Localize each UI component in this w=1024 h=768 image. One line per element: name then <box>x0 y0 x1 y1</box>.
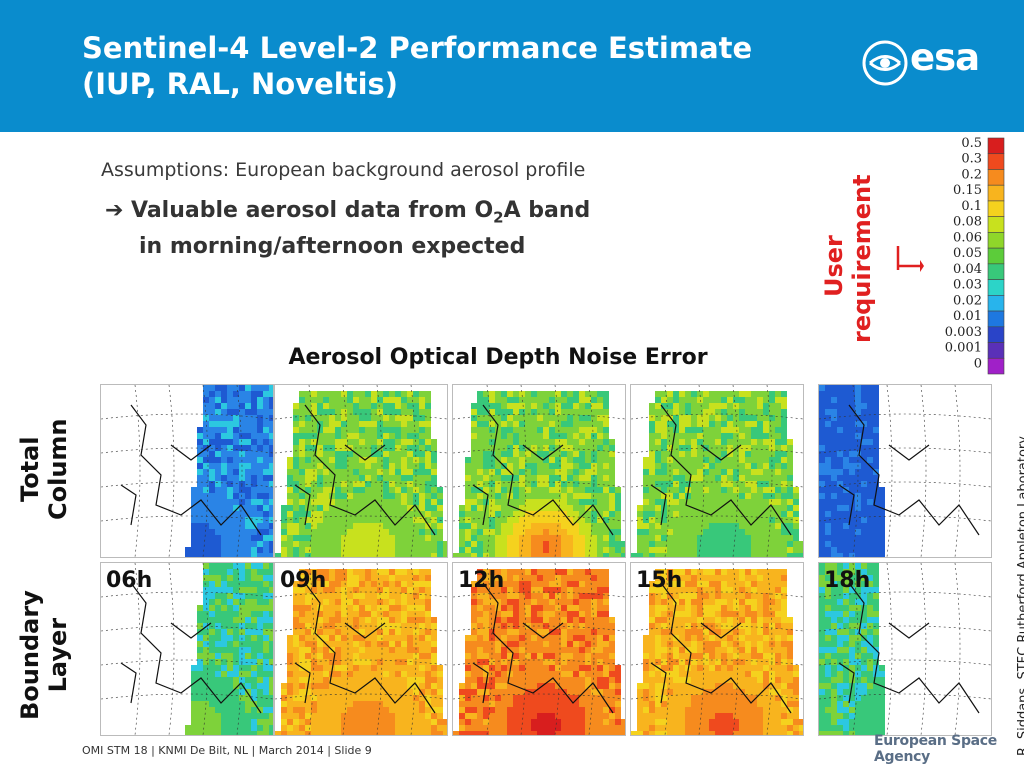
aod-map <box>818 384 992 558</box>
esa-logo: esa <box>862 36 1002 90</box>
scale-label: 0.1 <box>961 199 982 214</box>
scale-label: 0 <box>974 356 982 371</box>
hour-label: 12h <box>458 568 505 593</box>
hour-label: 09h <box>280 568 327 593</box>
scale-swatch <box>987 200 1005 217</box>
scale-swatch <box>987 169 1005 186</box>
color-scale-legend: 0.50.30.20.150.10.080.060.050.040.030.02… <box>945 136 1005 375</box>
esa-globe-icon <box>862 40 908 86</box>
scale-swatch <box>987 184 1005 202</box>
scale-swatch <box>987 279 1005 296</box>
aod-map <box>452 384 626 558</box>
scale-swatch <box>987 263 1005 280</box>
aod-map-plot <box>631 563 803 735</box>
aod-map <box>818 562 992 736</box>
scale-swatch <box>987 137 1005 155</box>
hour-label: 15h <box>636 568 683 593</box>
scale-label: 0.02 <box>953 293 982 308</box>
aod-map-plot <box>819 385 991 557</box>
right-arrow-icon: ➔ <box>105 198 124 223</box>
scale-label: 0.5 <box>961 136 982 151</box>
aod-map <box>100 562 274 736</box>
row-label-total-column: Total Column <box>16 418 72 520</box>
scale-label: 0.003 <box>945 325 982 340</box>
slide-title: Sentinel-4 Level-2 Performance Estimate … <box>82 31 753 101</box>
aod-map-plot <box>819 563 991 735</box>
bullet-point: ➔ Valuable aerosol data from O2A band in … <box>105 198 591 260</box>
aod-map-plot <box>275 563 447 735</box>
aod-map <box>452 562 626 736</box>
aod-map-plot <box>453 563 625 735</box>
scale-swatch <box>987 295 1005 312</box>
scale-swatch <box>987 232 1005 249</box>
scale-swatch <box>987 216 1005 233</box>
right-arrow-icon <box>896 246 924 272</box>
scale-swatch <box>987 310 1005 328</box>
aod-map-plot <box>101 385 273 557</box>
hour-label: 06h <box>106 568 153 593</box>
aod-map <box>100 384 274 558</box>
row-label-boundary-layer: Boundary Layer <box>16 590 72 720</box>
header-bar: Sentinel-4 Level-2 Performance Estimate … <box>0 0 1024 132</box>
hour-label: 18h <box>824 568 871 593</box>
scale-label: 0.04 <box>953 262 982 277</box>
aod-map <box>630 562 804 736</box>
scale-label: 0.06 <box>953 230 982 245</box>
esa-agency-text: European Space Agency <box>874 733 998 765</box>
aod-map-plot <box>275 385 447 557</box>
footer-text: OMI STM 18 | KNMI De Bilt, NL | March 20… <box>82 744 372 757</box>
aod-map-plot <box>453 385 625 557</box>
scale-swatch <box>987 247 1005 265</box>
scale-swatch <box>987 326 1005 343</box>
credit-text: R. Siddans, STFC Rutherford Appleton Lab… <box>1016 436 1024 756</box>
aod-map <box>274 562 448 736</box>
user-requirement-label: User requirement <box>820 174 876 343</box>
aod-map <box>630 384 804 558</box>
aod-title: Aerosol Optical Depth Noise Error <box>288 345 708 370</box>
esa-logo-text: esa <box>910 36 980 79</box>
aod-map-plot <box>631 385 803 557</box>
scale-label: 0.2 <box>961 167 982 182</box>
scale-swatch <box>987 153 1005 170</box>
aod-map-plot <box>101 563 273 735</box>
scale-label: 0.01 <box>953 309 982 324</box>
scale-label: 0.08 <box>953 215 982 230</box>
scale-swatch <box>987 357 1005 375</box>
assumptions-text: Assumptions: European background aerosol… <box>101 159 586 181</box>
scale-label: 0.15 <box>953 183 982 198</box>
scale-label: 0.001 <box>945 341 982 356</box>
aod-map <box>274 384 448 558</box>
scale-label: 0.3 <box>961 152 982 167</box>
scale-label: 0.05 <box>953 246 982 261</box>
scale-label: 0.03 <box>953 278 982 293</box>
